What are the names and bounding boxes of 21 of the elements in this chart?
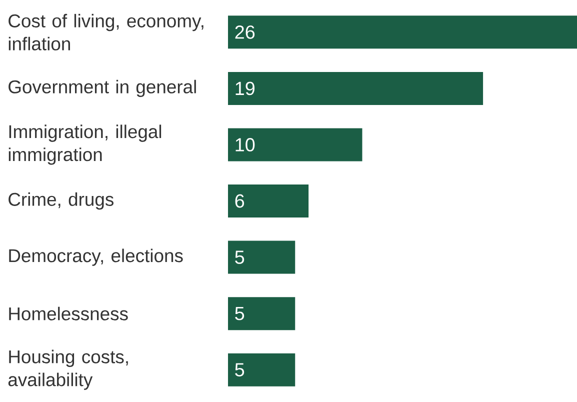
data-label: 26 [235,25,255,39]
bar [228,297,296,330]
data-label: 10 [236,138,255,152]
data-label: 5 [235,363,244,376]
bar [228,128,362,162]
bar [228,184,309,218]
bar [228,72,484,105]
y-tick-label: Crime, drugs [8,192,114,210]
y-tick-label: Housing costs, availability [8,350,128,390]
data-label: 6 [235,194,244,208]
y-tick-label: Homelessness [9,306,128,320]
bar [228,353,296,386]
data-label: 19 [236,82,254,96]
bar [228,16,577,49]
data-label: 5 [235,306,244,320]
y-tick-label: Cost of living, economy, inflation [8,14,204,50]
data-label: 5 [235,250,244,264]
bar [228,240,296,274]
y-tick-label: Government in general [8,80,196,98]
y-tick-label: Immigration, illegal immigration [8,124,162,165]
y-tick-label: Democracy, elections [9,248,183,266]
